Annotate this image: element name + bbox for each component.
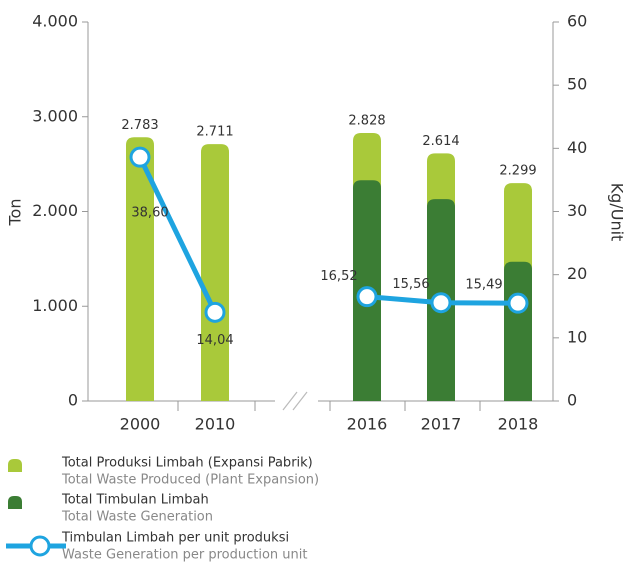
bar (201, 144, 229, 401)
legend-swatch (8, 496, 22, 509)
y-tick-label: 3.000 (32, 106, 78, 125)
legend-swatch (31, 537, 49, 555)
value-label: 2.828 (348, 114, 385, 129)
value-label: 2.614 (422, 134, 459, 149)
y2-tick-label: 60 (567, 12, 587, 31)
line-marker (432, 294, 450, 312)
x-tick-label: 2016 (347, 415, 388, 434)
value-label: 38,60 (131, 206, 168, 221)
legend-sublabel: Waste Generation per production unit (62, 548, 308, 563)
y2-tick-label: 30 (567, 201, 587, 220)
y2-axis-label: Kg/Unit (608, 183, 627, 242)
value-label: 2.711 (196, 125, 233, 140)
y-tick-label: 4.000 (32, 12, 78, 31)
chart: Ton Kg/Unit 0 1.000 2.000 3.000 4.000 0 10 20 30… (0, 0, 629, 568)
x-tick-label: 2017 (421, 415, 462, 434)
value-label: 14,04 (196, 333, 233, 348)
legend-sublabel: Total Waste Produced (Plant Expansion) (61, 473, 319, 488)
x-tick-label: 2000 (120, 415, 161, 434)
line-marker (206, 303, 224, 321)
y-axis-label: Ton (6, 199, 25, 227)
value-label: 15,49 (465, 278, 502, 293)
x-tick-label: 2018 (498, 415, 539, 434)
legend-swatch (8, 459, 22, 472)
line-marker (358, 288, 376, 306)
x-tick-label: 2010 (195, 415, 236, 434)
y2-tick-label: 40 (567, 138, 587, 157)
value-label: 2.299 (499, 164, 536, 179)
y-tick-label: 2.000 (32, 201, 78, 220)
y2-tick-label: 20 (567, 264, 587, 283)
value-label: 15,56 (392, 277, 429, 292)
line (140, 157, 518, 312)
legend-label: Total Timbulan Limbah (61, 493, 209, 508)
value-label: 16,52 (320, 269, 357, 284)
value-label: 2.783 (121, 118, 158, 133)
line-marker (131, 148, 149, 166)
legend-label: Timbulan Limbah per unit produksi (61, 531, 289, 546)
line-marker (509, 294, 527, 312)
y2-tick-label: 10 (567, 327, 587, 346)
y-tick-label: 1.000 (32, 296, 78, 315)
bar (504, 262, 532, 401)
y2-tick-label: 0 (567, 391, 577, 410)
legend-sublabel: Total Waste Generation (61, 510, 213, 525)
axis-break (283, 392, 307, 410)
legend-label: Total Produksi Limbah (Expansi Pabrik) (61, 456, 313, 471)
y-tick-label: 0 (68, 391, 78, 410)
y2-tick-label: 50 (567, 75, 587, 94)
